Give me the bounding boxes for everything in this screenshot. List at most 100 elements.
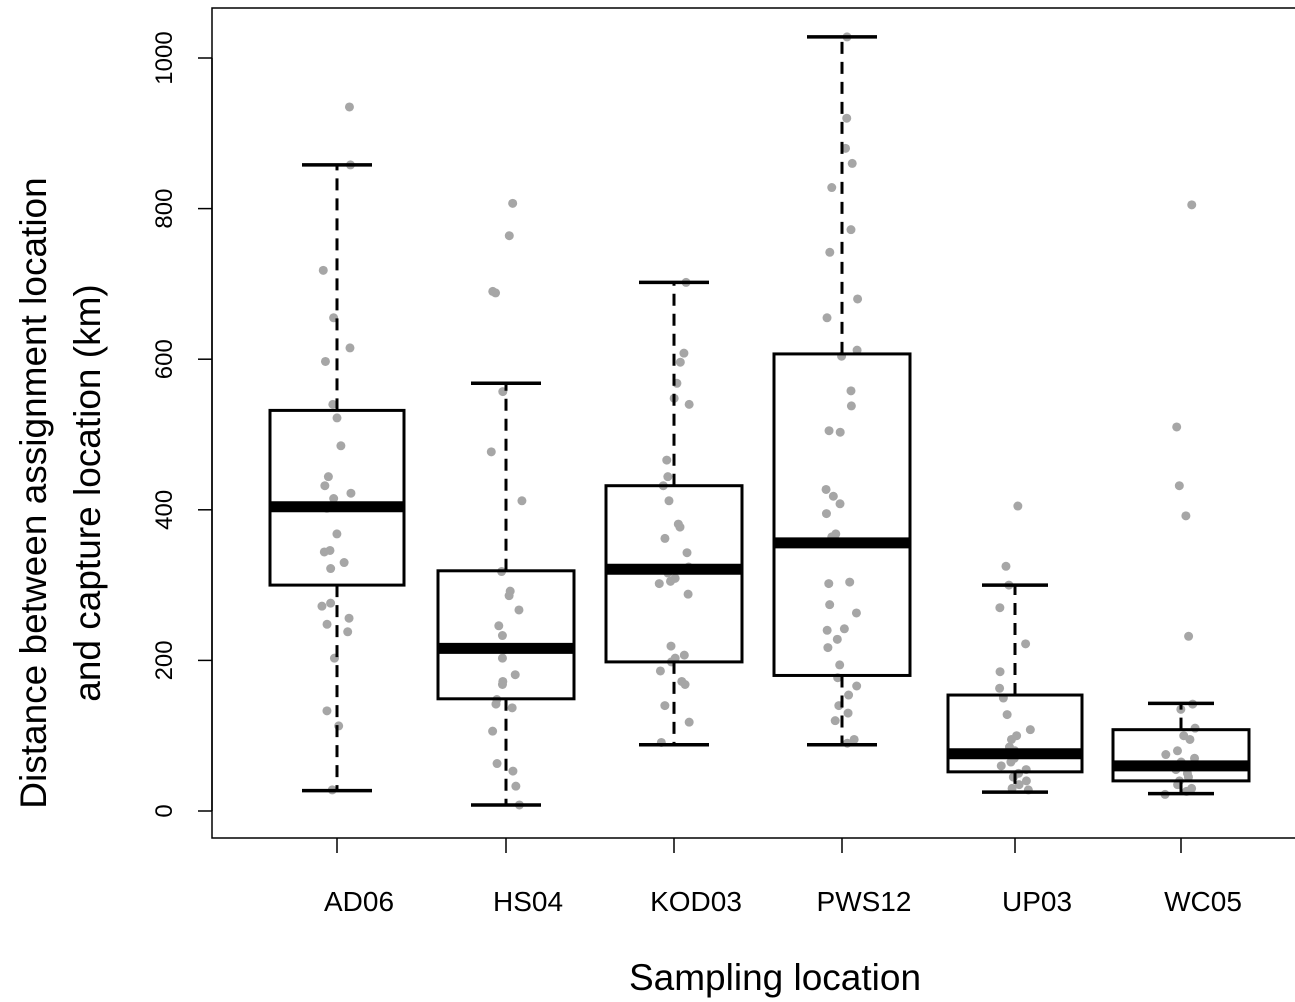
point-kod03-26 xyxy=(680,679,690,689)
point-ad06-23 xyxy=(343,627,353,637)
point-pws12-13 xyxy=(824,426,834,436)
point-up03-17 xyxy=(996,761,1006,771)
point-ad06-7 xyxy=(332,413,342,423)
point-kod03-2 xyxy=(675,357,685,367)
point-hs04-9 xyxy=(504,591,514,601)
point-up03-16 xyxy=(1006,757,1016,767)
point-hs04-0 xyxy=(508,198,518,208)
x-axis-title: Sampling location xyxy=(629,957,921,998)
point-hs04-11 xyxy=(494,621,504,631)
point-pws12-5 xyxy=(846,225,856,235)
point-ad06-0 xyxy=(344,102,354,112)
y-tick-label-1000: 1000 xyxy=(151,31,178,84)
point-hs04-15 xyxy=(510,670,520,680)
point-up03-0 xyxy=(1013,501,1023,511)
point-up03-11 xyxy=(1006,734,1016,744)
point-pws12-12 xyxy=(846,401,856,411)
y-tick-label-200: 200 xyxy=(151,640,178,680)
y-axis: 0 200 400 600 800 1000 xyxy=(151,31,213,818)
point-ad06-19 xyxy=(326,598,336,608)
point-kod03-18 xyxy=(654,579,664,589)
jittered-points xyxy=(317,32,1200,810)
point-kod03-21 xyxy=(679,650,689,660)
point-pws12-14 xyxy=(835,427,845,437)
point-hs04-6 xyxy=(517,496,527,506)
boxes-layer xyxy=(268,35,1251,807)
point-ad06-4 xyxy=(345,343,355,353)
x-tick-label-pws12: PWS12 xyxy=(817,886,912,917)
x-tick-label-ad06: AD06 xyxy=(324,886,394,917)
point-ad06-22 xyxy=(322,619,332,629)
point-ad06-12 xyxy=(329,494,339,504)
box-pws12 xyxy=(772,352,912,677)
box-hs04 xyxy=(436,569,576,701)
point-ad06-11 xyxy=(346,488,356,498)
point-up03-20 xyxy=(1008,772,1018,782)
y-tick-label-600: 600 xyxy=(151,339,178,379)
x-tick-label-up03: UP03 xyxy=(1002,886,1072,917)
point-up03-1 xyxy=(1001,561,1011,571)
box-ad06 xyxy=(268,408,406,587)
point-hs04-19 xyxy=(491,699,501,709)
point-hs04-10 xyxy=(514,605,524,615)
point-ad06-17 xyxy=(339,558,349,568)
point-ad06-18 xyxy=(326,564,336,574)
y-axis-title-line-2: and capture location (km) xyxy=(67,284,108,701)
point-kod03-27 xyxy=(660,701,670,711)
point-wc05-1 xyxy=(1172,422,1182,432)
point-ad06-8 xyxy=(336,441,346,451)
point-wc05-3 xyxy=(1181,511,1191,521)
point-hs04-21 xyxy=(488,726,498,736)
point-kod03-20 xyxy=(666,641,676,651)
point-ad06-21 xyxy=(344,613,354,623)
y-tick-label-0: 0 xyxy=(151,804,178,817)
point-ad06-16 xyxy=(319,547,329,557)
point-up03-22 xyxy=(1014,780,1024,790)
point-pws12-33 xyxy=(844,690,854,700)
point-up03-8 xyxy=(1002,710,1012,720)
point-ad06-10 xyxy=(320,481,330,491)
point-pws12-23 xyxy=(824,579,834,589)
box-wc05 xyxy=(1111,728,1251,783)
point-kod03-17 xyxy=(666,576,676,586)
point-up03-4 xyxy=(1021,639,1031,649)
point-hs04-14 xyxy=(497,653,507,663)
point-hs04-3 xyxy=(491,288,501,298)
point-ad06-2 xyxy=(318,265,328,275)
point-wc05-10 xyxy=(1172,746,1182,756)
point-kod03-11 xyxy=(675,522,685,532)
point-pws12-25 xyxy=(851,608,861,618)
y-tick-label-800: 800 xyxy=(151,189,178,229)
point-kod03-24 xyxy=(655,666,665,676)
point-pws12-30 xyxy=(835,660,845,670)
point-pws12-24 xyxy=(825,600,835,610)
point-ad06-9 xyxy=(323,472,333,482)
point-pws12-7 xyxy=(853,294,863,304)
point-wc05-0 xyxy=(1187,200,1197,210)
y-axis-title-line-1: Distance between assignment location xyxy=(13,177,54,808)
point-hs04-24 xyxy=(511,781,521,791)
point-kod03-1 xyxy=(679,348,689,358)
point-pws12-32 xyxy=(852,681,862,691)
x-axis: AD06 HS04 KOD03 PWS12 UP03 WC05 xyxy=(324,838,1242,917)
x-tick-label-wc05: WC05 xyxy=(1164,886,1242,917)
point-kod03-5 xyxy=(684,399,694,409)
point-pws12-4 xyxy=(827,183,837,193)
point-pws12-6 xyxy=(825,247,835,257)
point-pws12-36 xyxy=(830,716,840,726)
point-hs04-12 xyxy=(497,631,507,641)
point-hs04-17 xyxy=(497,679,507,689)
point-wc05-2 xyxy=(1174,481,1184,491)
point-kod03-19 xyxy=(683,589,693,599)
point-up03-21 xyxy=(1021,776,1031,786)
point-ad06-20 xyxy=(317,601,327,611)
point-ad06-25 xyxy=(322,706,332,716)
point-kod03-12 xyxy=(660,533,670,543)
point-pws12-15 xyxy=(821,484,831,494)
point-pws12-28 xyxy=(832,634,842,644)
point-pws12-11 xyxy=(846,386,856,396)
point-kod03-7 xyxy=(663,472,673,482)
point-pws12-29 xyxy=(823,643,833,653)
point-wc05-11 xyxy=(1161,750,1171,760)
